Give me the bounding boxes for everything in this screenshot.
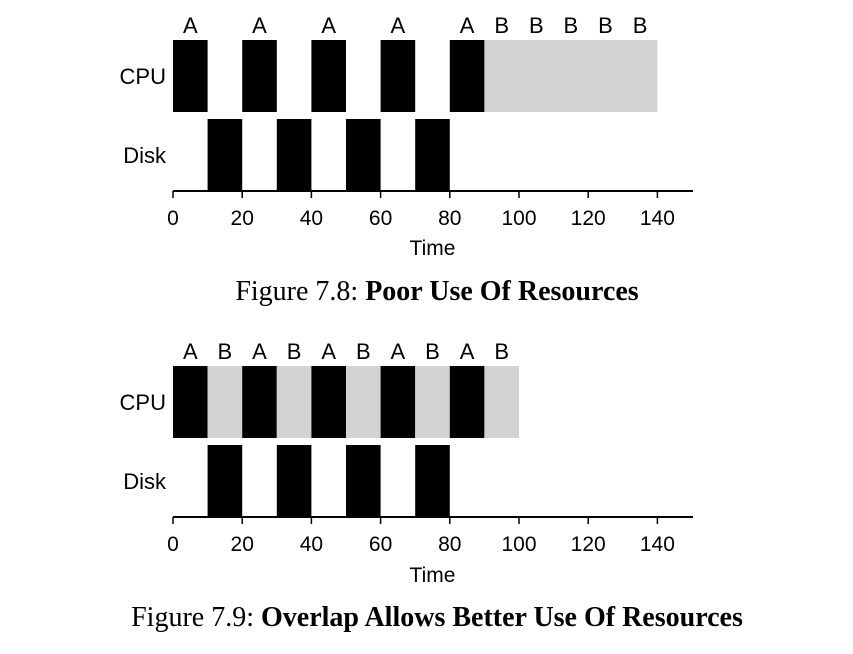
x-tick-label: 0 <box>167 207 179 230</box>
caption-title: Poor Use Of Resources <box>365 276 639 307</box>
x-tick-label: 20 <box>231 207 254 230</box>
bar-cpu-a <box>380 40 416 112</box>
bar-cpu-a <box>311 366 346 438</box>
caption-prefix: Figure 7.8: <box>235 276 365 307</box>
x-tick-label: 120 <box>571 207 606 230</box>
row-label-disk: Disk <box>123 143 167 168</box>
job-label: B <box>529 13 544 38</box>
job-label: B <box>425 339 440 364</box>
bar-cpu-b <box>346 366 381 438</box>
bar-cpu-b <box>415 366 450 438</box>
job-label: B <box>494 339 509 364</box>
row-label-disk: Disk <box>123 469 167 494</box>
job-label: A <box>391 339 406 364</box>
bar-cpu-a <box>449 40 485 112</box>
job-label: B <box>356 339 371 364</box>
job-label: A <box>252 339 267 364</box>
x-tick-label: 40 <box>300 207 323 230</box>
x-tick-label: 0 <box>167 533 179 556</box>
x-tick-label: 140 <box>640 207 675 230</box>
row-label-cpu: CPU <box>120 64 166 89</box>
x-tick-label: 40 <box>300 533 323 556</box>
bar-cpu-a <box>173 366 208 438</box>
bar-disk-a <box>346 119 381 191</box>
bar-cpu-a <box>242 366 277 438</box>
x-axis-title: Time <box>410 237 456 260</box>
bar-disk-a <box>276 119 312 191</box>
job-label: A <box>321 339 336 364</box>
x-axis-title: Time <box>410 564 456 587</box>
x-tick-label: 100 <box>501 533 536 556</box>
job-label: A <box>183 13 198 38</box>
bar-cpu-a <box>380 366 416 438</box>
x-tick-label: 60 <box>369 533 392 556</box>
x-tick-label: 80 <box>438 207 461 230</box>
bar-disk-a <box>415 445 450 517</box>
x-tick-label: 80 <box>438 533 461 556</box>
caption-prefix: Figure 7.9: <box>131 602 261 633</box>
row-label-cpu: CPU <box>120 390 166 415</box>
job-label: B <box>287 339 302 364</box>
figure-caption: Figure 7.9: Overlap Allows Better Use Of… <box>131 602 743 633</box>
x-tick-label: 20 <box>231 533 254 556</box>
bar-cpu-b <box>276 366 312 438</box>
job-label: A <box>391 13 406 38</box>
bar-disk-a <box>415 119 450 191</box>
bar-cpu-b <box>207 366 243 438</box>
x-tick-label: 140 <box>640 533 675 556</box>
bar-disk-a <box>346 445 381 517</box>
job-label: B <box>598 13 613 38</box>
caption-title: Overlap Allows Better Use Of Resources <box>261 602 743 633</box>
bar-disk-a <box>207 445 243 517</box>
bar-disk-a <box>276 445 312 517</box>
bar-cpu-a <box>449 366 485 438</box>
job-label: B <box>633 13 648 38</box>
job-label: A <box>321 13 336 38</box>
job-label: A <box>183 339 198 364</box>
job-label: B <box>218 339 233 364</box>
job-label: A <box>252 13 267 38</box>
x-tick-label: 120 <box>571 533 606 556</box>
bar-cpu-b <box>484 40 658 112</box>
bar-cpu-b <box>484 366 519 438</box>
job-label: B <box>494 13 509 38</box>
figure-caption: Figure 7.8: Poor Use Of Resources <box>235 276 638 307</box>
job-label: A <box>460 13 475 38</box>
bar-cpu-a <box>173 40 208 112</box>
bar-disk-a <box>207 119 243 191</box>
x-tick-label: 100 <box>501 207 536 230</box>
job-label: A <box>460 339 475 364</box>
x-tick-label: 60 <box>369 207 392 230</box>
bar-cpu-a <box>242 40 277 112</box>
job-label: B <box>564 13 579 38</box>
bar-cpu-a <box>311 40 346 112</box>
